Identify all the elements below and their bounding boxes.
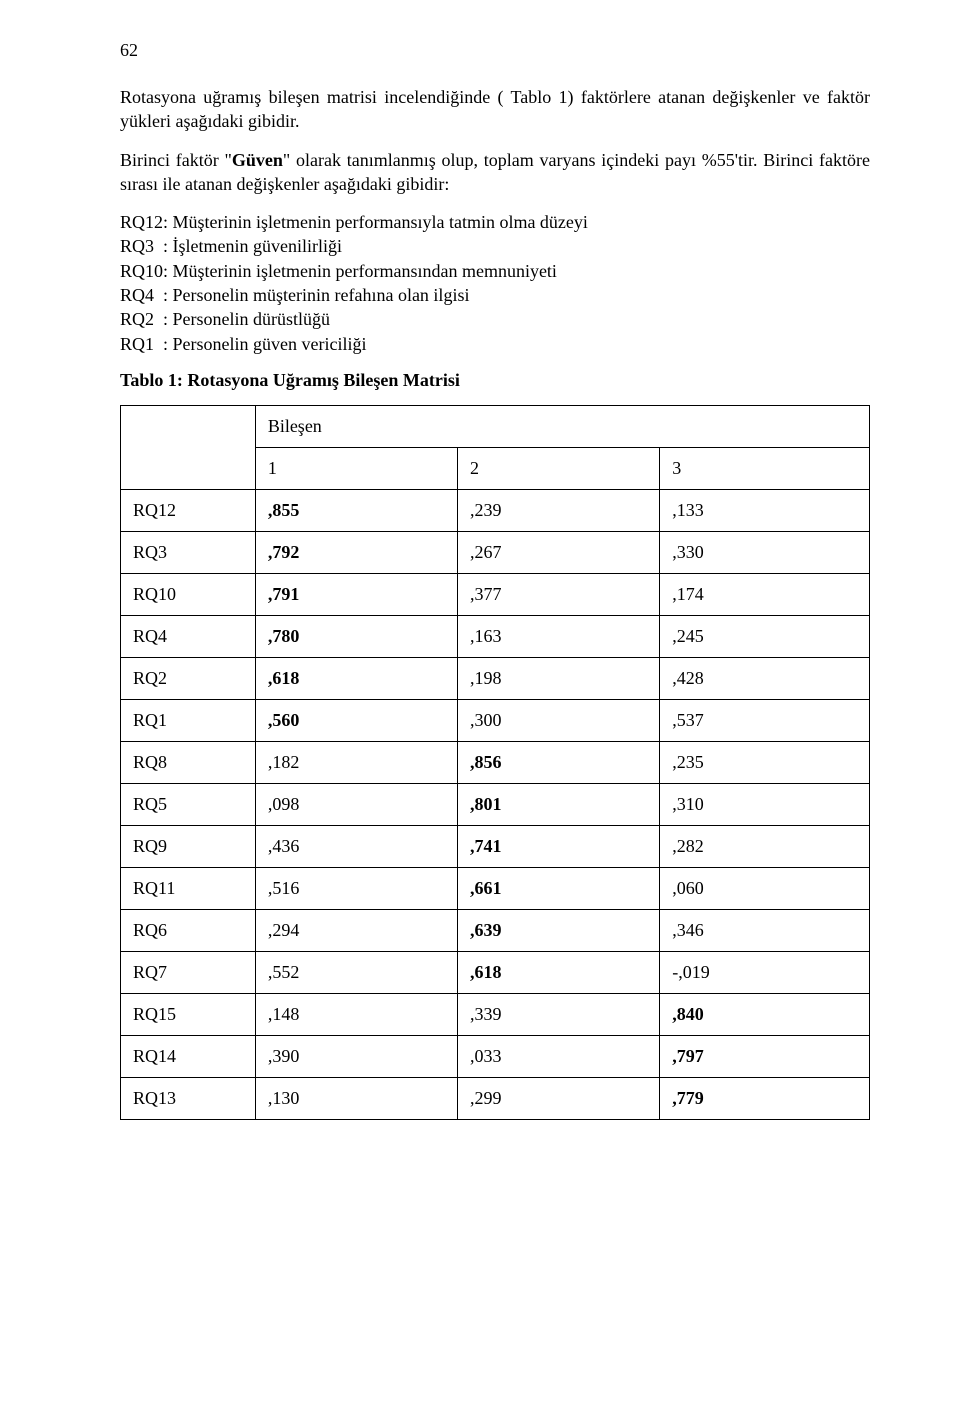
table-title: Tablo 1: Rotasyona Uğramış Bileşen Matri… — [120, 370, 870, 391]
list-item: RQ2 : Personelin dürüstlüğü — [120, 307, 870, 331]
table-cell: ,792 — [255, 531, 457, 573]
table-cell: ,639 — [458, 909, 660, 951]
table-row-label: RQ4 — [121, 615, 256, 657]
table-cell: ,436 — [255, 825, 457, 867]
table-col-label: 2 — [458, 447, 660, 489]
table-cell: ,163 — [458, 615, 660, 657]
table-cell: ,033 — [458, 1035, 660, 1077]
table-cell: ,840 — [660, 993, 870, 1035]
table-row-label: RQ12 — [121, 489, 256, 531]
list-item: RQ1 : Personelin güven vericiliği — [120, 332, 870, 356]
table-cell: ,098 — [255, 783, 457, 825]
variable-list: RQ12: Müşterinin işletmenin performansıy… — [120, 210, 870, 356]
table-cell: ,428 — [660, 657, 870, 699]
table-cell: ,346 — [660, 909, 870, 951]
table-cell: ,618 — [458, 951, 660, 993]
table-cell: ,182 — [255, 741, 457, 783]
component-matrix-table: Bileşen123RQ12,855,239,133RQ3,792,267,33… — [120, 405, 870, 1120]
table-row-label: RQ5 — [121, 783, 256, 825]
list-item: RQ4 : Personelin müşterinin refahına ola… — [120, 283, 870, 307]
paragraph-intro: Rotasyona uğramış bileşen matrisi incele… — [120, 85, 870, 134]
table-cell: ,801 — [458, 783, 660, 825]
table-cell: ,791 — [255, 573, 457, 615]
table-row-label: RQ7 — [121, 951, 256, 993]
table-cell: ,661 — [458, 867, 660, 909]
table-header-component: Bileşen — [255, 405, 869, 447]
table-cell: ,390 — [255, 1035, 457, 1077]
table-col-label: 1 — [255, 447, 457, 489]
table-row-label: RQ14 — [121, 1035, 256, 1077]
list-item: RQ10: Müşterinin işletmenin performansın… — [120, 259, 870, 283]
table-cell: ,267 — [458, 531, 660, 573]
table-cell: ,552 — [255, 951, 457, 993]
table-corner — [121, 405, 256, 489]
table-cell: ,294 — [255, 909, 457, 951]
table-row-label: RQ8 — [121, 741, 256, 783]
table-cell: ,245 — [660, 615, 870, 657]
table-cell: ,377 — [458, 573, 660, 615]
table-row-label: RQ9 — [121, 825, 256, 867]
table-cell: ,060 — [660, 867, 870, 909]
table-cell: ,330 — [660, 531, 870, 573]
table-cell: ,282 — [660, 825, 870, 867]
table-row-label: RQ10 — [121, 573, 256, 615]
table-cell: ,310 — [660, 783, 870, 825]
table-row-label: RQ6 — [121, 909, 256, 951]
table-row-label: RQ13 — [121, 1077, 256, 1119]
table-cell: ,856 — [458, 741, 660, 783]
page: 62 Rotasyona uğramış bileşen matrisi inc… — [0, 0, 960, 1417]
table-cell: ,780 — [255, 615, 457, 657]
table-row-label: RQ11 — [121, 867, 256, 909]
table-cell: ,239 — [458, 489, 660, 531]
table-cell: -,019 — [660, 951, 870, 993]
paragraph-factor: Birinci faktör "Güven" olarak tanımlanmı… — [120, 148, 870, 197]
page-number: 62 — [120, 40, 870, 61]
table-cell: ,741 — [458, 825, 660, 867]
table-cell: ,560 — [255, 699, 457, 741]
table-cell: ,299 — [458, 1077, 660, 1119]
table-row-label: RQ2 — [121, 657, 256, 699]
table-cell: ,516 — [255, 867, 457, 909]
table-cell: ,174 — [660, 573, 870, 615]
list-item: RQ12: Müşterinin işletmenin performansıy… — [120, 210, 870, 234]
table-cell: ,148 — [255, 993, 457, 1035]
table-row-label: RQ3 — [121, 531, 256, 573]
para2-bold: Güven — [232, 150, 283, 170]
table-cell: ,339 — [458, 993, 660, 1035]
table-cell: ,797 — [660, 1035, 870, 1077]
table-row-label: RQ1 — [121, 699, 256, 741]
table-col-label: 3 — [660, 447, 870, 489]
table-cell: ,300 — [458, 699, 660, 741]
table-cell: ,618 — [255, 657, 457, 699]
table-cell: ,235 — [660, 741, 870, 783]
table-cell: ,537 — [660, 699, 870, 741]
table-cell: ,130 — [255, 1077, 457, 1119]
table-cell: ,855 — [255, 489, 457, 531]
list-item: RQ3 : İşletmenin güvenilirliği — [120, 234, 870, 258]
table-cell: ,779 — [660, 1077, 870, 1119]
table-row-label: RQ15 — [121, 993, 256, 1035]
table-cell: ,198 — [458, 657, 660, 699]
para2-pre: Birinci faktör " — [120, 150, 232, 170]
table-cell: ,133 — [660, 489, 870, 531]
